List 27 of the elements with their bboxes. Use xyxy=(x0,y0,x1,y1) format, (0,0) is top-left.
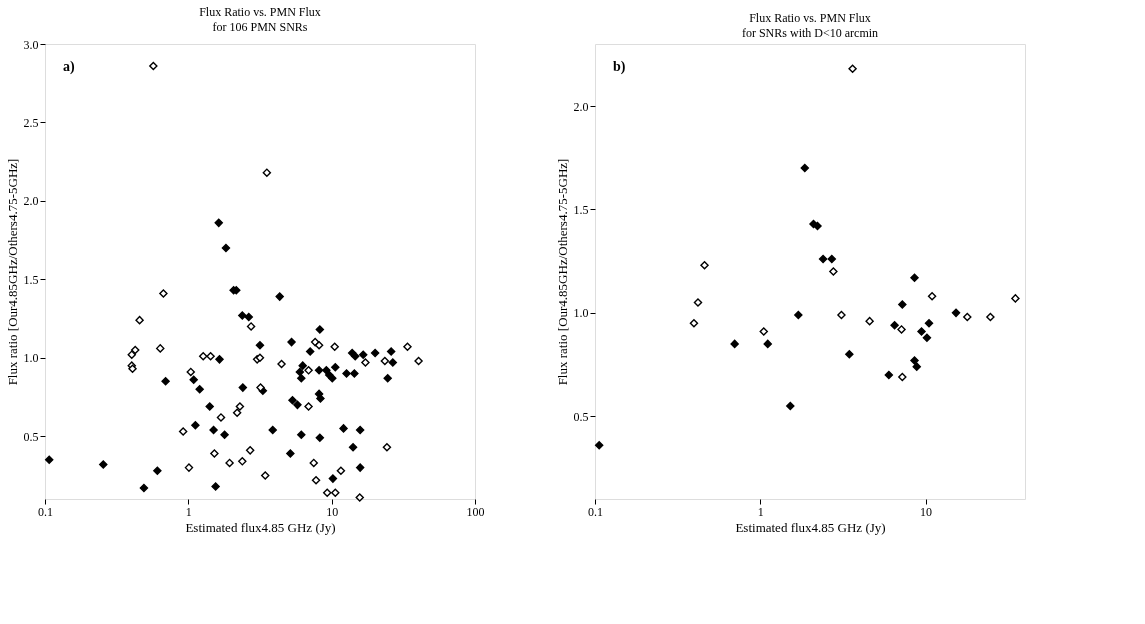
chart-subtitle: for SNRs with D<10 arcmin xyxy=(741,26,879,40)
x-tick-label: 1 xyxy=(757,504,764,519)
x-tick-label: 10 xyxy=(920,504,933,519)
y-tick-label: 2.0 xyxy=(23,194,39,209)
y-tick-label: 1.5 xyxy=(23,272,39,287)
y-tick-label: 3.0 xyxy=(23,37,39,52)
y-tick-label: 1.0 xyxy=(573,306,589,321)
y-axis-title: Flux ratio [Our4.85GHz/Others4.75-5GHz] xyxy=(4,158,20,386)
x-axis-title: Estimated flux4.85 GHz (Jy) xyxy=(185,519,336,535)
x-tick-label: 0.1 xyxy=(588,504,603,519)
y-tick-label: 1.0 xyxy=(23,351,39,366)
x-tick-label: 100 xyxy=(466,504,485,519)
chart-title: Flux Ratio vs. PMN Flux xyxy=(199,5,321,19)
x-axis-title: Estimated flux4.85 GHz (Jy) xyxy=(735,519,886,535)
chart-subtitle: for 106 PMN SNRs xyxy=(212,20,308,34)
x-tick-label: 10 xyxy=(326,504,339,519)
y-tick-label: 0.5 xyxy=(573,409,589,424)
annotation: b) xyxy=(613,59,626,75)
y-tick-label: 2.0 xyxy=(573,99,589,114)
y-axis-title: Flux ratio [Our4.85GHz/Others4.75-5GHz] xyxy=(554,158,570,386)
chart-title: Flux Ratio vs. PMN Flux xyxy=(749,11,871,25)
x-tick-label: 0.1 xyxy=(38,504,53,519)
y-tick-label: 1.5 xyxy=(573,202,589,217)
x-tick-label: 1 xyxy=(185,504,192,519)
y-tick-label: 2.5 xyxy=(23,115,39,130)
annotation: a) xyxy=(63,59,75,75)
y-tick-label: 0.5 xyxy=(23,429,39,444)
